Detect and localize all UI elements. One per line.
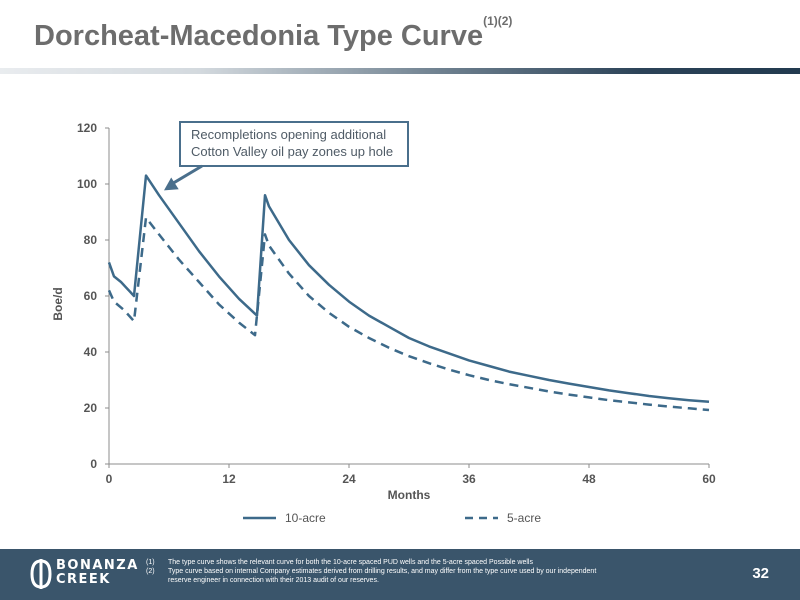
legend-label-5-acre: 5-acre xyxy=(507,511,541,525)
footer-bar: BONANZA CREEK (1) The type curve shows t… xyxy=(0,549,800,600)
footnote-2: (2) Type curve based on internal Company… xyxy=(146,567,716,576)
series-line-10-acre xyxy=(107,174,710,404)
page-title: Dorcheat-Macedonia Type Curve(1)(2) xyxy=(34,14,512,53)
bonanza-creek-logo: BONANZA CREEK xyxy=(30,557,140,593)
chart-series xyxy=(107,174,710,412)
y-tick-label: 40 xyxy=(84,345,98,359)
annotation-arrow-shaft xyxy=(170,164,203,186)
title-superscript: (1)(2) xyxy=(483,14,513,28)
chart-annotation: Recompletions opening additional Cotton V… xyxy=(164,121,409,191)
y-axis-title: Boe/d xyxy=(51,287,65,320)
y-tick-label: 0 xyxy=(90,457,97,471)
footnote-text: The type curve shows the relevant curve … xyxy=(168,559,533,566)
footnotes: (1) The type curve shows the relevant cu… xyxy=(146,558,716,585)
x-tick-label: 36 xyxy=(462,472,476,486)
series-line-5-acre xyxy=(107,216,710,412)
logo-mark-icon xyxy=(30,559,52,589)
x-tick-label: 0 xyxy=(106,472,113,486)
title-divider-bar xyxy=(0,68,800,74)
annotation-text-line: Recompletions opening additional xyxy=(191,127,386,142)
logo-line-2: CREEK xyxy=(56,572,111,587)
footnote-2-continuation: reserve engineer in connection with thei… xyxy=(168,577,379,584)
footnote-1: (1) The type curve shows the relevant cu… xyxy=(146,558,716,567)
title-text: Dorcheat-Macedonia Type Curve xyxy=(34,20,484,52)
y-tick-label: 100 xyxy=(77,177,97,191)
x-tick-label: 24 xyxy=(342,472,356,486)
chart-axes: 0 20 40 60 80 100 120 0 12 24 36 48 60 Months Boe/d xyxy=(51,121,716,502)
y-tick-label: 20 xyxy=(84,401,98,415)
annotation-box xyxy=(179,121,409,167)
chart-legend: 10-acre 5-acre xyxy=(243,511,541,525)
y-tick-label: 60 xyxy=(84,289,98,303)
x-axis-title: Months xyxy=(388,488,431,502)
footnote-number: (1) xyxy=(146,559,155,566)
footnote-number: (2) xyxy=(146,568,155,575)
footnote-text: Type curve based on internal Company est… xyxy=(168,568,597,575)
x-tick-label: 48 xyxy=(582,472,596,486)
x-tick-label: 60 xyxy=(702,472,716,486)
page-number: 32 xyxy=(752,565,769,582)
type-curve-chart: 0 20 40 60 80 100 120 0 12 24 36 48 60 Months Boe/d Re… xyxy=(51,121,716,525)
annotation-arrow-head xyxy=(164,177,179,191)
x-tick-label: 12 xyxy=(222,472,236,486)
y-tick-label: 80 xyxy=(84,233,98,247)
legend-label-10-acre: 10-acre xyxy=(285,511,326,525)
logo-line-1: BONANZA xyxy=(56,558,139,573)
logo-wordmark: BONANZA CREEK xyxy=(56,559,139,587)
y-tick-label: 120 xyxy=(77,121,97,135)
annotation-text-line: Cotton Valley oil pay zones up hole xyxy=(191,144,393,159)
